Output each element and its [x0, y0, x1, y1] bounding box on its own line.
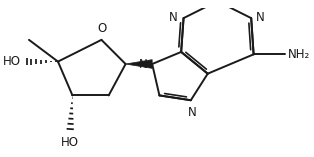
Text: N: N [256, 11, 265, 24]
Text: NH₂: NH₂ [287, 48, 310, 61]
Text: HO: HO [3, 55, 21, 68]
Text: O: O [98, 22, 107, 35]
Polygon shape [126, 60, 152, 68]
Text: N: N [169, 11, 178, 24]
Text: N: N [187, 106, 196, 119]
Text: N: N [138, 57, 147, 70]
Text: HO: HO [61, 136, 79, 149]
